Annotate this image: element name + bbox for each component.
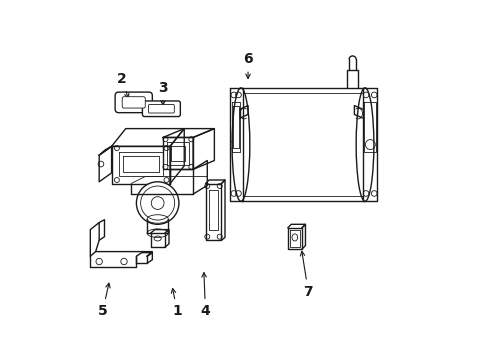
Text: 6: 6 bbox=[243, 53, 252, 78]
Text: 5: 5 bbox=[98, 283, 110, 318]
FancyBboxPatch shape bbox=[142, 101, 180, 117]
Ellipse shape bbox=[151, 197, 163, 210]
FancyBboxPatch shape bbox=[148, 104, 174, 113]
Text: 4: 4 bbox=[200, 273, 210, 318]
Text: 3: 3 bbox=[158, 81, 167, 105]
Ellipse shape bbox=[355, 88, 373, 201]
FancyBboxPatch shape bbox=[115, 92, 152, 113]
Text: 7: 7 bbox=[300, 251, 312, 299]
Text: 1: 1 bbox=[171, 288, 182, 318]
Ellipse shape bbox=[136, 182, 179, 224]
Ellipse shape bbox=[232, 88, 249, 201]
Text: 2: 2 bbox=[117, 72, 129, 98]
FancyBboxPatch shape bbox=[122, 97, 145, 108]
